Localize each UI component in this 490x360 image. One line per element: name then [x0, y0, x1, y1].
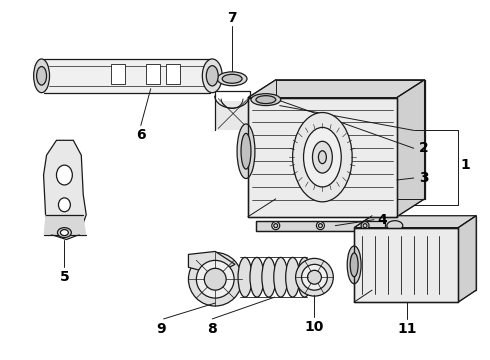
Ellipse shape	[58, 198, 71, 212]
Text: 9: 9	[156, 322, 166, 336]
Ellipse shape	[303, 127, 341, 187]
Ellipse shape	[350, 253, 358, 277]
Ellipse shape	[293, 113, 352, 202]
Polygon shape	[372, 216, 476, 290]
Text: 6: 6	[136, 129, 146, 142]
Ellipse shape	[272, 222, 280, 230]
Ellipse shape	[206, 66, 218, 86]
Ellipse shape	[347, 246, 361, 284]
Text: 10: 10	[305, 320, 324, 334]
Polygon shape	[189, 251, 235, 274]
Ellipse shape	[237, 124, 255, 179]
Ellipse shape	[256, 96, 276, 104]
Ellipse shape	[295, 258, 333, 296]
Bar	[111, 64, 125, 84]
Text: 3: 3	[418, 171, 428, 185]
Ellipse shape	[196, 260, 234, 298]
Ellipse shape	[317, 222, 324, 230]
Bar	[146, 64, 160, 84]
Text: 8: 8	[207, 322, 217, 336]
Text: 2: 2	[418, 141, 428, 155]
Ellipse shape	[318, 151, 326, 164]
Ellipse shape	[361, 222, 369, 230]
Polygon shape	[397, 80, 425, 217]
Ellipse shape	[308, 270, 321, 284]
Polygon shape	[44, 140, 86, 239]
Polygon shape	[276, 80, 425, 199]
Ellipse shape	[251, 94, 281, 105]
Polygon shape	[256, 221, 385, 231]
Polygon shape	[248, 80, 425, 98]
Ellipse shape	[241, 133, 251, 169]
Polygon shape	[354, 228, 458, 302]
Ellipse shape	[318, 224, 322, 228]
Ellipse shape	[222, 74, 242, 83]
Ellipse shape	[238, 257, 252, 297]
Polygon shape	[248, 98, 397, 217]
Ellipse shape	[363, 224, 367, 228]
Ellipse shape	[202, 59, 222, 93]
Ellipse shape	[189, 252, 242, 306]
Ellipse shape	[217, 72, 247, 86]
Polygon shape	[354, 216, 476, 228]
Ellipse shape	[57, 228, 72, 238]
Ellipse shape	[250, 257, 264, 297]
Ellipse shape	[56, 165, 73, 185]
Ellipse shape	[60, 230, 69, 235]
Ellipse shape	[34, 59, 49, 93]
Ellipse shape	[204, 268, 226, 290]
Polygon shape	[42, 59, 212, 93]
Text: 4: 4	[377, 213, 387, 227]
Bar	[166, 64, 179, 84]
Ellipse shape	[387, 221, 403, 231]
Ellipse shape	[274, 224, 278, 228]
Polygon shape	[458, 216, 476, 302]
Ellipse shape	[297, 257, 312, 297]
Ellipse shape	[37, 67, 47, 85]
Ellipse shape	[274, 257, 288, 297]
Text: 1: 1	[460, 158, 470, 172]
Polygon shape	[215, 100, 250, 130]
Text: 11: 11	[397, 322, 416, 336]
Text: 7: 7	[227, 11, 237, 25]
Text: 5: 5	[59, 270, 69, 284]
Ellipse shape	[286, 257, 299, 297]
Ellipse shape	[313, 141, 332, 173]
Ellipse shape	[301, 264, 327, 290]
Polygon shape	[44, 215, 86, 235]
Ellipse shape	[262, 257, 276, 297]
